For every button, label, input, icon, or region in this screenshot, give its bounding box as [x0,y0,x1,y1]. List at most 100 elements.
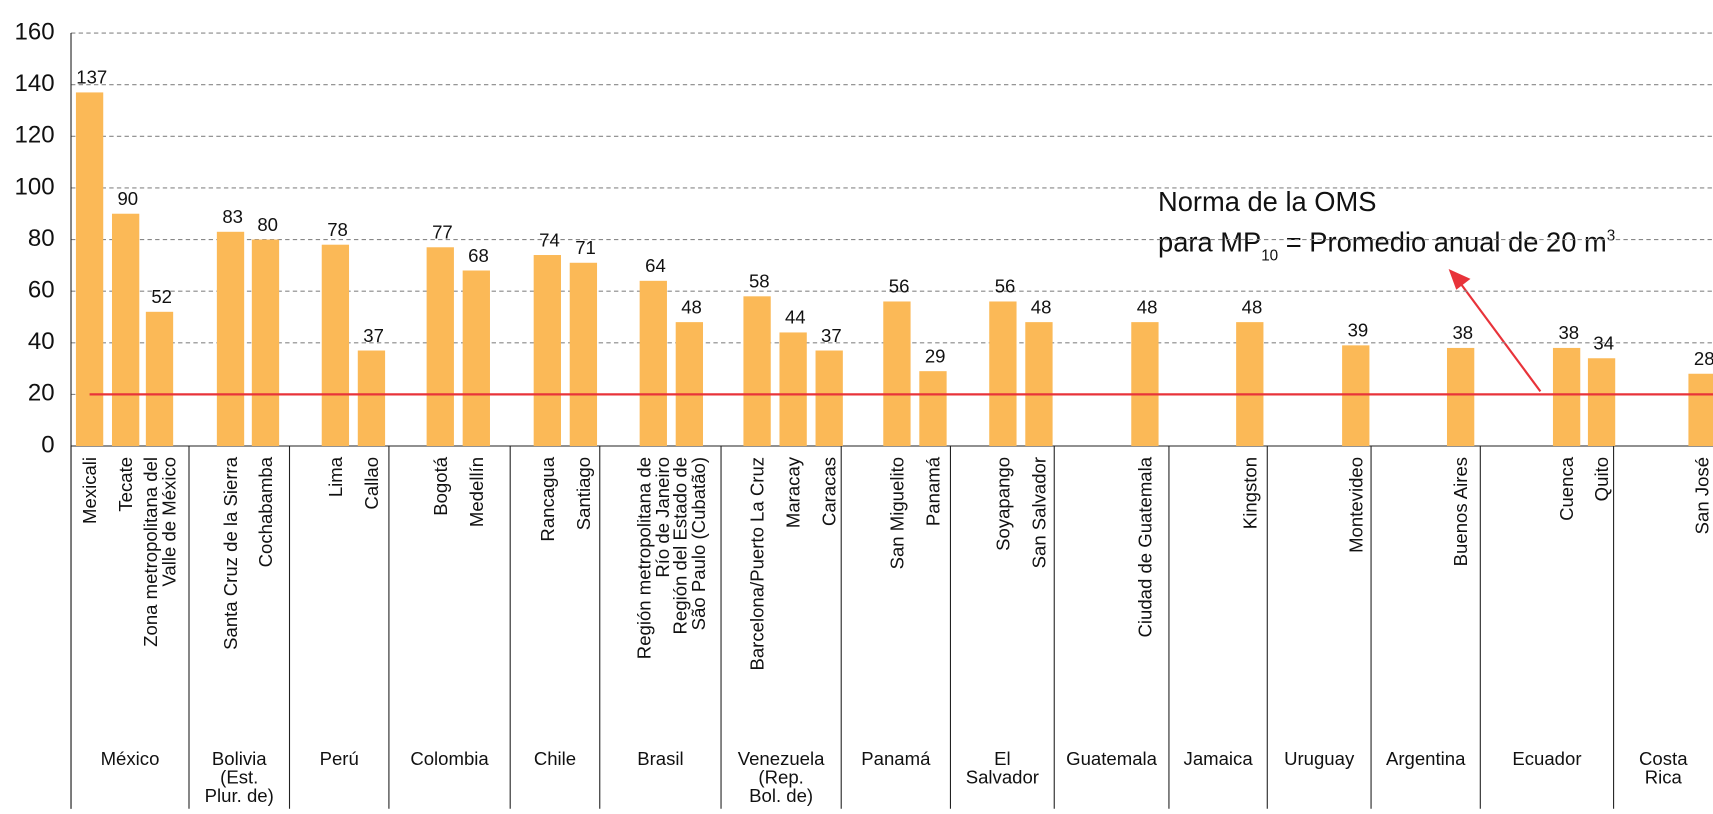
value-label: 48 [1031,296,1052,317]
y-tick-label: 120 [15,122,55,149]
bar [1025,322,1053,447]
label-line: Venezuela [738,748,825,769]
label-line: Buenos Aires [1450,457,1471,566]
x-tick-label: Caracas [819,457,840,526]
label-line: Bolivia [212,748,267,769]
label-line: Santiago [573,457,594,530]
bar [1342,345,1370,447]
bar [1587,358,1616,447]
label-line: Bol. de) [749,785,813,806]
value-label: 64 [645,255,666,276]
label-line: San Miguelito [886,457,907,569]
label-line: Argentina [1386,748,1466,769]
label-line: San Salvador [1028,457,1049,568]
value-label: 37 [821,325,842,346]
x-tick-label: Buenos Aires [1450,457,1471,566]
label-line: Lima [325,456,346,497]
label-line: Plur. de) [205,785,274,806]
label-line: Zona metropolitana del [140,457,161,647]
y-tick-label: 40 [28,328,55,355]
label-line: Maracay [783,456,804,528]
label-line: Rica [1645,767,1683,788]
bar [111,213,140,447]
value-label: 37 [363,325,384,346]
label-line: Región metropolitana de [634,457,655,659]
x-tick-label: Lima [325,456,346,497]
group-label: El Salvador [966,748,1039,788]
label-line: Callao [361,457,382,510]
value-label: 68 [468,245,489,266]
label-line: Caracas [819,457,840,526]
bar [251,239,280,447]
x-tick-label: Cochabamba [255,456,276,567]
y-tick-label: 100 [15,173,55,200]
bar [145,311,174,447]
bar [533,255,561,447]
x-tick-label: Maracay [783,456,804,528]
bar [462,270,490,447]
y-tick-label: 160 [15,18,55,45]
annotation-arrow [1458,281,1542,393]
bar [1446,347,1475,447]
bar [426,247,454,447]
bar [883,301,911,447]
value-label: 56 [889,276,910,297]
label-line: São Paulo (Cubatão) [688,457,709,630]
label-line: Uruguay [1284,748,1355,769]
label-line: Costa [1639,748,1688,769]
bar [675,322,704,447]
label-line: Valle de México [158,457,179,587]
group-label: Jamaica [1184,748,1254,769]
label-line: México [101,748,160,769]
value-label: 48 [1137,296,1158,317]
x-tick-label: Zona metropolitana delValle de México [140,457,180,647]
label-line: Salvador [966,767,1039,788]
x-tick-label: Rancagua [537,456,558,541]
value-label: 39 [1348,320,1369,341]
bar [1131,322,1159,447]
label-line: Brasil [637,748,683,769]
label-line: Cochabamba [255,456,276,567]
y-tick-label: 20 [28,380,55,407]
label-line: El [994,748,1011,769]
label-line: Jamaica [1184,748,1254,769]
group-label: México [101,748,160,769]
annotation-subscript: 10 [1261,247,1278,264]
label-line: Bogotá [430,456,451,516]
value-label: 74 [539,229,560,250]
label-line: Quito [1591,457,1612,501]
x-tick-label: Callao [361,457,382,510]
value-label: 90 [117,188,138,209]
y-tick-label: 140 [15,70,55,97]
group-label: Chile [534,748,576,769]
bar [569,262,598,447]
group-label: Colombia [410,748,489,769]
value-label: 48 [681,296,702,317]
label-line: (Rep. [758,767,803,788]
annotation-superscript: 3 [1607,228,1616,245]
y-tick-label: 60 [28,276,55,303]
bar [919,371,947,447]
label-line: Barcelona/Puerto La Cruz [747,457,768,671]
label-line: Panamá [861,748,931,769]
x-tick-label: Bogotá [430,456,451,516]
value-label: 77 [432,222,453,243]
bar [1552,347,1581,447]
value-label: 34 [1593,333,1614,354]
label-line: San José [1692,457,1713,534]
x-tick-label: Montevideo [1345,457,1366,553]
label-line: Panamá [923,456,944,526]
x-tick-label: Panamá [923,456,944,526]
group-label: Uruguay [1284,748,1355,769]
bar [321,244,350,447]
label-line: Perú [320,748,359,769]
x-tick-label: San Salvador [1028,457,1049,568]
arrow-head [1448,269,1471,290]
group-label: Perú [320,748,359,769]
x-tick-label: Región del Estado deSão Paulo (Cubatão) [670,457,710,635]
bar [989,301,1017,447]
x-tick-label: Quito [1591,457,1612,501]
value-label: 58 [749,271,770,292]
label-line: (Est. [220,767,258,788]
